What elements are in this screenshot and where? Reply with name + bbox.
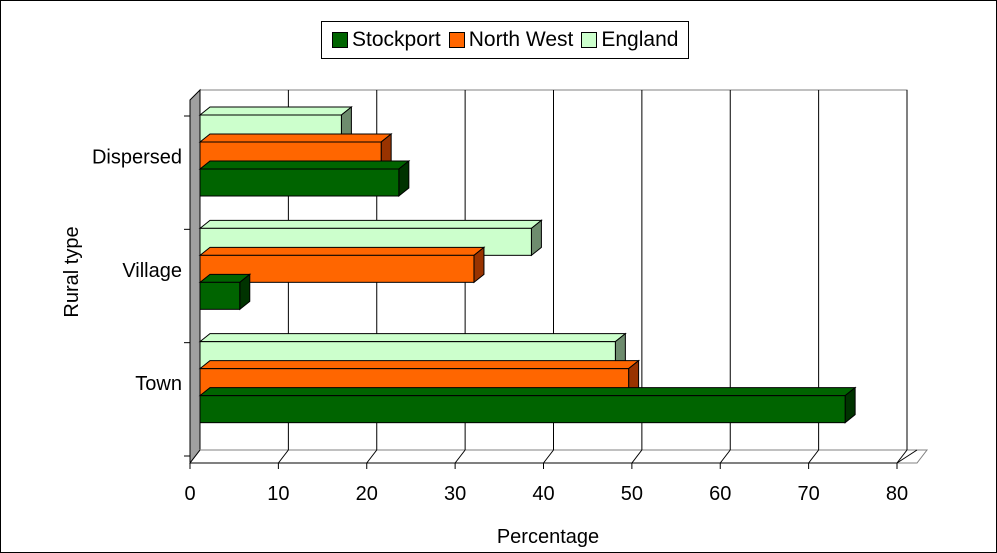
- x-tick-label: 20: [356, 483, 378, 505]
- x-tick-label: 70: [798, 483, 820, 505]
- bar-north-west-town-top: [198, 360, 641, 370]
- x-axis-depth: [896, 449, 918, 464]
- bar-stockport-dispersed-top: [198, 160, 411, 170]
- legend: Stockport North West England: [321, 21, 690, 59]
- x-tick-label: 80: [886, 483, 908, 505]
- bar-stockport-village: [199, 281, 241, 310]
- floor-gridline: [366, 449, 378, 464]
- bar-england-dispersed-top: [198, 106, 353, 116]
- bar-stockport-dispersed: [199, 168, 400, 197]
- legend-item-england: England: [581, 28, 678, 52]
- bars: [198, 105, 857, 424]
- floor-gridline: [719, 449, 731, 464]
- floor-gridline: [631, 449, 643, 464]
- floor: [188, 449, 929, 464]
- bar-england-town-top: [198, 333, 627, 343]
- legend-swatch-north-west: [448, 32, 465, 48]
- y-tick-label-village: Village: [122, 260, 182, 282]
- x-tick-label: 30: [444, 483, 466, 505]
- floor-gridline: [543, 449, 554, 464]
- side-wall: [189, 88, 201, 465]
- y-axis-title: Rural type: [61, 226, 83, 317]
- bar-stockport-town: [199, 395, 846, 424]
- floor-gridline: [454, 449, 466, 464]
- floor-gridline: [896, 449, 908, 464]
- legend-swatch-stockport: [332, 32, 348, 48]
- y-tick-label-town: Town: [135, 373, 182, 395]
- legend-label-north-west: North West: [468, 28, 574, 51]
- y-tick-label-dispersed: Dispersed: [92, 147, 182, 169]
- x-tick-label: 50: [621, 483, 643, 505]
- legend-label-stockport: Stockport: [352, 28, 441, 51]
- x-axis-title: Percentage: [497, 526, 599, 548]
- legend-item-stockport: Stockport: [332, 28, 441, 52]
- x-tick-label: 10: [267, 483, 289, 505]
- x-tick-label: 0: [184, 483, 195, 505]
- floor-gridline: [189, 449, 201, 464]
- bar-england-village-top: [198, 219, 543, 229]
- axes: [184, 115, 918, 469]
- bar-north-west-dispersed-top: [198, 133, 393, 143]
- x-tick-label: 40: [532, 483, 554, 505]
- legend-swatch-england: [581, 32, 598, 48]
- axis-labels: 0 10 20 30 40 50 60 70 80 Town Village Dispersed: [92, 147, 908, 506]
- x-tick-label: 60: [709, 483, 731, 505]
- legend-label-england: England: [601, 28, 679, 51]
- floor-gridline: [808, 449, 820, 464]
- legend-item-north-west: North West: [448, 28, 574, 52]
- floor-gridline: [277, 449, 289, 464]
- bar-north-west-village-top: [198, 246, 486, 256]
- bar-stockport-town-top: [198, 387, 857, 397]
